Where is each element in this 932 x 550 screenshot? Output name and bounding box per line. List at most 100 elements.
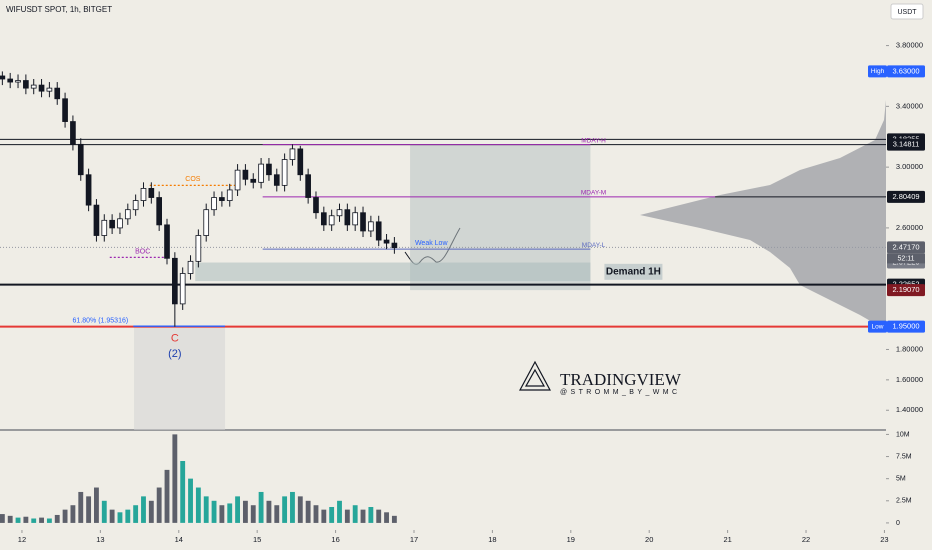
x-tick-label: 12 xyxy=(18,535,26,544)
candle-body xyxy=(93,204,100,236)
candle-body xyxy=(195,235,202,262)
price-label-bg xyxy=(887,284,925,297)
candle-body xyxy=(360,212,366,232)
annotation: C xyxy=(171,333,179,345)
volume-tick-label: 10M xyxy=(896,431,910,438)
price-label-bg xyxy=(887,138,925,151)
candle-body xyxy=(117,218,123,229)
candle-body xyxy=(124,209,131,220)
candle-body xyxy=(179,273,186,305)
candle-body xyxy=(109,219,115,229)
candle-body xyxy=(54,87,61,100)
price-label: 2.19070 xyxy=(892,285,919,294)
y-tick-label: 3.00000 xyxy=(896,162,923,171)
price-tag-bg xyxy=(868,65,887,78)
y-tick-label: 1.60000 xyxy=(896,375,923,384)
x-tick-label: 14 xyxy=(175,535,183,544)
y-tick-label: 1.40000 xyxy=(896,405,923,414)
price-tag: High xyxy=(871,68,885,75)
candle-body xyxy=(46,87,53,92)
price-label: 3.14811 xyxy=(893,140,920,149)
volume-tick-label: 5M xyxy=(896,476,906,483)
candle-body xyxy=(211,197,217,211)
x-tick-label: 21 xyxy=(723,535,731,544)
x-tick-label: 18 xyxy=(488,535,496,544)
candle-body xyxy=(375,221,382,241)
volume-profile xyxy=(640,100,886,330)
candle-body xyxy=(7,78,14,83)
candle-body xyxy=(313,197,319,214)
x-tick-label: 13 xyxy=(96,535,104,544)
candle-body xyxy=(172,257,178,305)
watermark-author: @STROMM_BY_WMC xyxy=(560,389,680,396)
candle-body xyxy=(305,174,311,198)
candle-body xyxy=(352,212,359,226)
candle-body xyxy=(297,148,304,176)
zone xyxy=(195,262,591,282)
price-tag: Low xyxy=(872,323,884,330)
zone-label: Demand 1H xyxy=(606,266,661,277)
price-label: 1.95000 xyxy=(892,322,919,331)
candle-body xyxy=(15,80,21,83)
annotation: (2) xyxy=(168,348,181,360)
currency-box[interactable] xyxy=(890,3,924,20)
volume-tick-label: 0 xyxy=(896,520,900,527)
level-label: MDAY-M xyxy=(581,190,606,197)
candle-body xyxy=(0,75,6,80)
price-tag-bg xyxy=(868,320,887,333)
x-tick-label: 16 xyxy=(331,535,339,544)
candle-body xyxy=(164,224,170,259)
candle-body xyxy=(289,148,296,160)
annotation: Weak Low xyxy=(415,240,448,247)
x-tick-label: 20 xyxy=(645,535,653,544)
x-tick-label: 23 xyxy=(880,535,888,544)
candle-body xyxy=(203,209,210,236)
candle-body xyxy=(132,200,139,211)
candle-body xyxy=(328,215,335,226)
candle-body xyxy=(226,189,233,201)
annotation: COS xyxy=(185,176,201,183)
candle-body xyxy=(242,169,249,180)
y-tick-label: 3.40000 xyxy=(896,101,923,110)
price-label-bg xyxy=(887,190,925,203)
candle-body xyxy=(368,221,374,232)
candle-body xyxy=(70,121,76,145)
annotation: 61.80% (1.95316) xyxy=(73,317,129,324)
candle-body xyxy=(391,242,398,249)
zone-label-bg xyxy=(604,263,663,280)
candle-body xyxy=(140,188,147,201)
x-tick-label: 22 xyxy=(802,535,810,544)
price-label-bg xyxy=(887,65,925,78)
price-label: 3.63000 xyxy=(892,66,919,75)
candle-body xyxy=(258,163,264,183)
candle-body xyxy=(101,219,108,236)
y-tick-label: 2.60000 xyxy=(896,223,923,232)
candle-body xyxy=(85,174,92,206)
candle-body xyxy=(281,159,288,186)
price-label-bg xyxy=(887,320,925,333)
x-tick-label: 17 xyxy=(410,535,418,544)
candle-body xyxy=(148,188,155,198)
candle-body xyxy=(383,239,390,244)
volume-tick-label: 2.5M xyxy=(896,498,912,505)
symbol-title: WIFUSDT SPOT, 1h, BITGET xyxy=(6,5,112,14)
x-tick-label: 15 xyxy=(253,535,261,544)
candle-body xyxy=(266,163,272,176)
price-label: 2.47170 xyxy=(892,242,919,251)
watermark-brand: TRADINGVIEW xyxy=(560,370,682,389)
candle-body xyxy=(219,197,225,201)
candle-body xyxy=(30,84,37,89)
currency[interactable]: USDT xyxy=(897,9,917,16)
candle-body xyxy=(62,98,68,122)
candle-body xyxy=(344,209,351,226)
candle-body xyxy=(187,260,194,274)
countdown: 52:11 xyxy=(898,255,915,262)
zone xyxy=(134,326,226,430)
candle-body xyxy=(273,174,280,186)
candle-body xyxy=(77,143,84,176)
level-label: MDAY-L xyxy=(582,242,606,249)
volume-tick-label: 7.5M xyxy=(896,453,912,460)
candle-body xyxy=(320,212,327,226)
x-tick-label: 19 xyxy=(567,535,575,544)
